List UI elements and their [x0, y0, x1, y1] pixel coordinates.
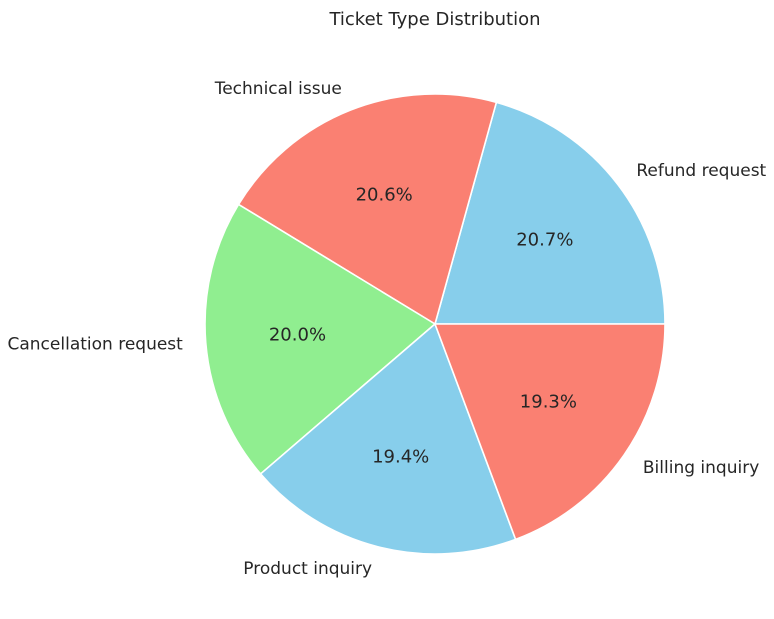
percent-label-technical-issue: 20.6%	[356, 185, 413, 206]
percent-label-refund-request: 20.7%	[516, 229, 573, 250]
slice-technical-issue	[237, 93, 498, 326]
category-label-technical-issue: Technical issue	[214, 79, 342, 99]
slice-billing-inquiry	[433, 323, 666, 541]
slice-cancellation-request	[204, 203, 437, 476]
category-label-refund-request: Refund request	[636, 161, 766, 181]
percent-label-product-inquiry: 19.4%	[372, 447, 429, 468]
category-label-billing-inquiry: Billing inquiry	[643, 458, 759, 478]
pie-labels: Refund request 20.7% Technical issue 20.6% C…	[8, 79, 767, 579]
percent-label-billing-inquiry: 19.3%	[520, 392, 577, 413]
category-label-cancellation-request: Cancellation request	[8, 335, 184, 355]
category-label-product-inquiry: Product inquiry	[243, 559, 372, 579]
pie-slices	[204, 93, 666, 555]
slice-product-inquiry	[259, 322, 517, 555]
percent-label-cancellation-request: 20.0%	[269, 324, 326, 345]
slice-refund-request	[433, 101, 666, 325]
chart-title: Ticket Type Distribution	[328, 9, 540, 30]
